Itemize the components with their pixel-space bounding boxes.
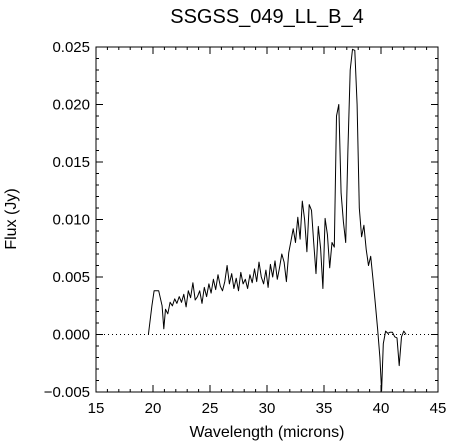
y-tick-label: 0.015 xyxy=(52,154,90,171)
x-tick-label: 40 xyxy=(373,400,390,417)
y-tick-label: −0.005 xyxy=(44,384,90,401)
x-tick-label: 20 xyxy=(145,400,162,417)
y-axis-label: Flux (Jy) xyxy=(3,188,20,249)
x-tick-label: 30 xyxy=(259,400,276,417)
x-axis-label: Wavelength (microns) xyxy=(189,424,344,441)
x-tick-label: 35 xyxy=(316,400,333,417)
y-tick-label: 0.025 xyxy=(52,39,90,56)
series-line xyxy=(147,48,407,392)
plot-area: 15 20 25 30 35 40 45 −0.005 0.000 0.005 0.010 0.015… xyxy=(44,39,447,417)
x-tick-label: 15 xyxy=(88,400,105,417)
chart-title: SSGSS_049_LL_B_4 xyxy=(170,6,364,28)
y-tick-label: 0.020 xyxy=(52,97,90,114)
x-tick-label: 25 xyxy=(202,400,219,417)
y-tick-label: 0.005 xyxy=(52,269,90,286)
y-tick-label: 0.000 xyxy=(52,327,90,344)
x-tick-label: 45 xyxy=(430,400,447,417)
y-tick-label: 0.010 xyxy=(52,212,90,229)
plot-frame xyxy=(95,46,439,393)
